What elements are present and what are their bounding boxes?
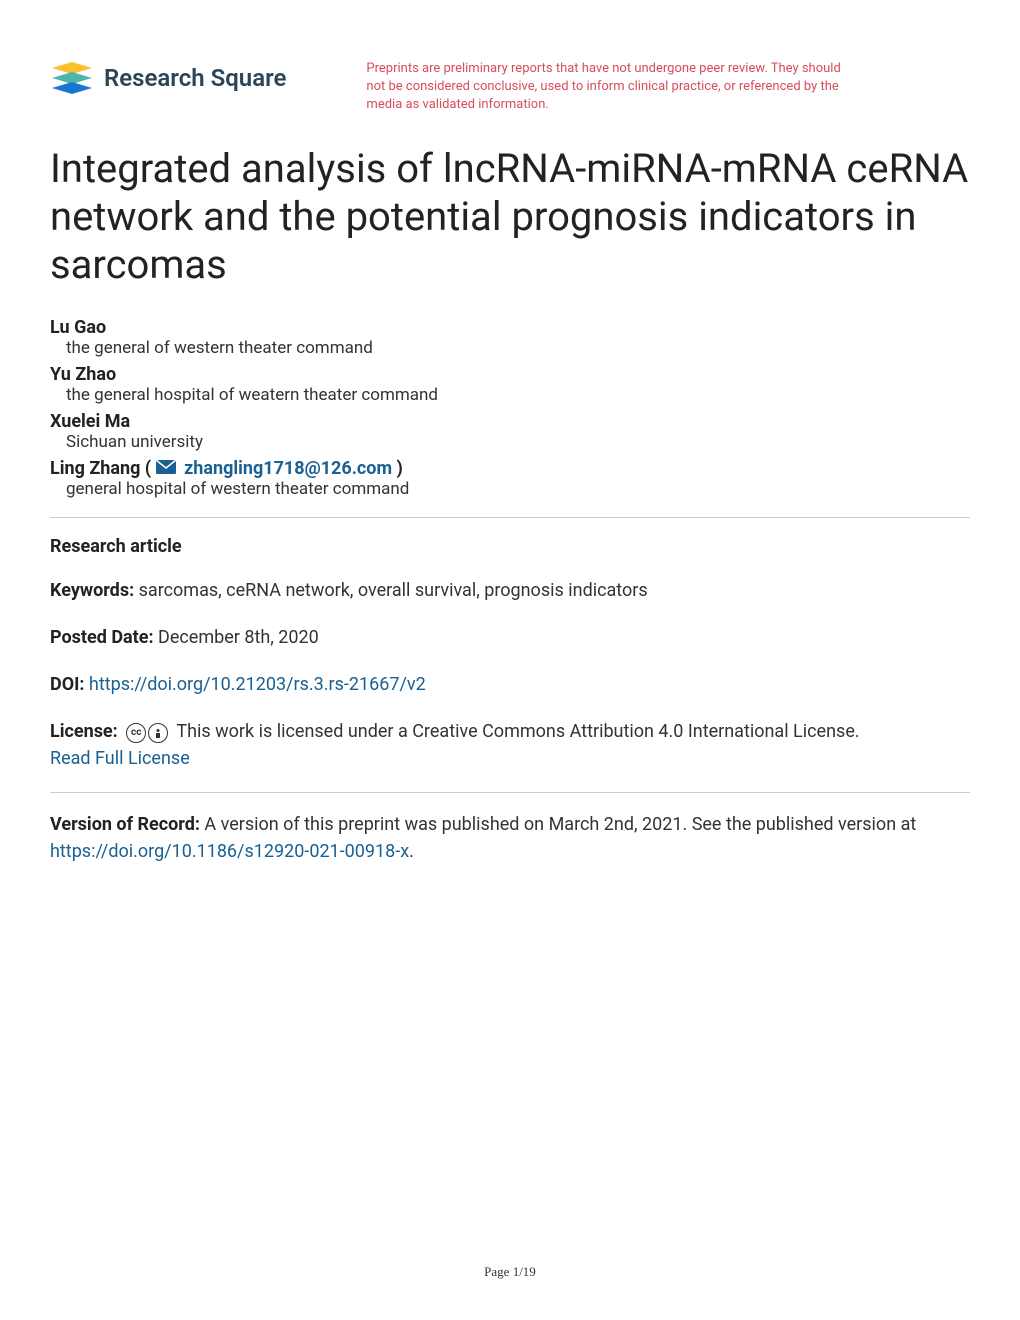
close-paren: ): [397, 458, 403, 479]
keywords-line: Keywords: sarcomas, ceRNA network, overa…: [50, 577, 970, 604]
divider: [50, 792, 970, 793]
author-affiliation: the general hospital of weatern theater …: [50, 385, 970, 405]
brand-name: Research Square: [104, 64, 286, 92]
version-text-before: A version of this preprint was published…: [204, 814, 916, 835]
disclaimer-text: Preprints are preliminary reports that h…: [366, 60, 846, 115]
corresponding-author-item: Ling Zhang ( zhangling1718@126.com ) gen…: [50, 458, 970, 500]
author-item: Xuelei Ma Sichuan university: [50, 411, 970, 452]
doi-line: DOI: https://doi.org/10.21203/rs.3.rs-21…: [50, 671, 970, 698]
posted-date-line: Posted Date: December 8th, 2020: [50, 624, 970, 651]
version-label: Version of Record:: [50, 814, 200, 835]
cc-license-icons: cc: [126, 723, 168, 743]
license-line: License: cc This work is licensed under …: [50, 718, 970, 772]
version-link[interactable]: https://doi.org/10.1186/s12920-021-00918…: [50, 841, 409, 862]
posted-date-label: Posted Date:: [50, 627, 154, 648]
keywords-label: Keywords:: [50, 580, 134, 601]
license-text: This work is licensed under a Creative C…: [176, 721, 859, 742]
brand-logo[interactable]: Research Square: [50, 60, 286, 96]
divider: [50, 517, 970, 518]
author-affiliation: Sichuan university: [50, 432, 970, 452]
version-text-after: .: [409, 841, 414, 862]
doi-label: DOI:: [50, 674, 84, 695]
by-icon: [148, 723, 168, 743]
author-item: Lu Gao the general of western theater co…: [50, 317, 970, 358]
corresponding-affiliation: general hospital of western theater comm…: [50, 479, 970, 499]
author-name: Lu Gao: [50, 317, 970, 338]
author-list: Lu Gao the general of western theater co…: [50, 317, 970, 500]
header: Research Square Preprints are preliminar…: [50, 60, 970, 115]
open-paren: (: [145, 458, 151, 479]
doi-link[interactable]: https://doi.org/10.21203/rs.3.rs-21667/v…: [89, 674, 426, 695]
corresponding-email-link[interactable]: zhangling1718@126.com: [184, 458, 392, 479]
page-number: Page 1/19: [484, 1264, 536, 1280]
article-type-label: Research article: [50, 536, 970, 557]
license-label: License:: [50, 721, 118, 742]
cc-icon: cc: [126, 723, 146, 743]
license-link[interactable]: Read Full License: [50, 748, 190, 769]
research-square-icon: [50, 60, 94, 96]
author-name: Yu Zhao: [50, 364, 970, 385]
corresponding-author-name: Ling Zhang: [50, 458, 140, 479]
author-name: Xuelei Ma: [50, 411, 970, 432]
posted-date-value: December 8th, 2020: [158, 627, 319, 648]
author-item: Yu Zhao the general hospital of weatern …: [50, 364, 970, 405]
author-affiliation: the general of western theater command: [50, 338, 970, 358]
version-of-record-line: Version of Record: A version of this pre…: [50, 811, 970, 865]
article-title: Integrated analysis of lncRNA-miRNA-mRNA…: [50, 145, 970, 289]
mail-icon: [156, 458, 176, 479]
keywords-value: sarcomas, ceRNA network, overall surviva…: [139, 580, 648, 601]
